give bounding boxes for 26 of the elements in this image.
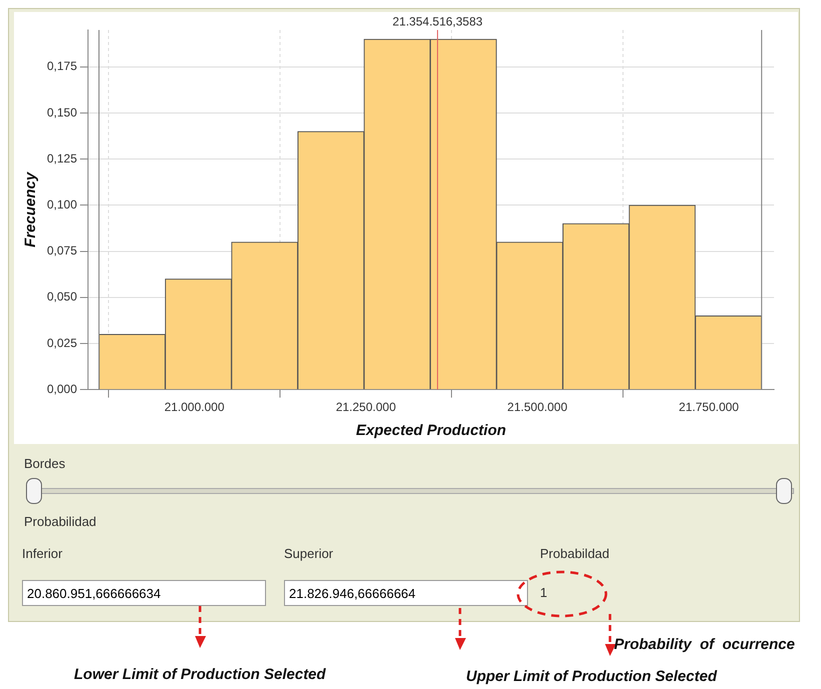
text: 21.826.946,66666664 [284,580,528,606]
x-axis-title: Expected Production [356,422,506,440]
y-tick-label: 0,150 [47,105,78,120]
y-tick-label: 0,100 [47,198,78,212]
ref-line-label: 21.354.516,3583 [392,14,483,28]
y-tick-label: 0,175 [47,59,78,74]
y-tick-label: 0,025 [47,336,78,350]
text: Bordes [24,456,66,471]
text: Superior [284,546,334,561]
x-tick-label: 21.750.000 [678,400,740,414]
text: Lower Limit of Production Selected [74,666,326,683]
text: 20.860.951,666666634 [22,580,266,606]
text: Probabilidad [24,514,96,529]
text: Probabildad [540,546,610,561]
y-tick-label: 0,125 [47,151,78,166]
y-tick-label: 0,050 [47,290,78,304]
x-tick-label: 21.500.000 [507,400,568,414]
x-tick-label: 21.000.000 [164,400,225,414]
y-tick-label: 0,075 [47,244,78,258]
text: Inferior [22,546,62,561]
text: 1 [540,585,548,600]
text: Probability of ocurrence [614,636,795,653]
y-axis-title: Frecuency [22,172,40,248]
x-tick-label: 21.250.000 [336,400,396,414]
text: Upper Limit of Production Selected [466,668,717,685]
y-tick-label: 0,000 [47,382,78,396]
